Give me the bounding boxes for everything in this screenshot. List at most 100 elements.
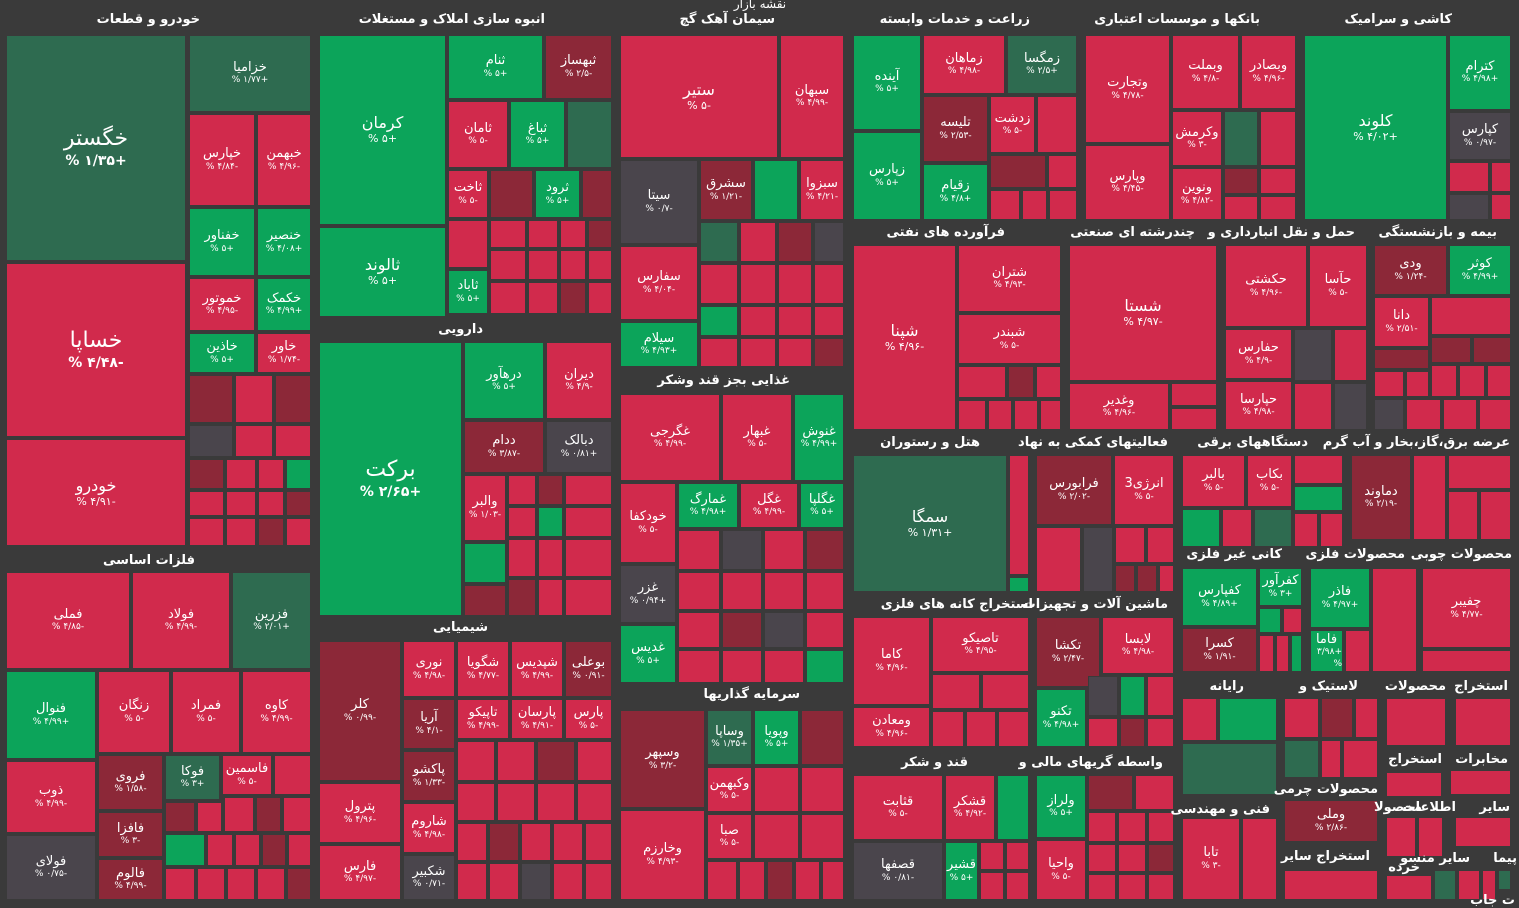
tile[interactable] bbox=[1171, 383, 1217, 406]
tile[interactable] bbox=[165, 868, 195, 900]
tile-سبهان[interactable]: سبهان -۴/۹۹ % bbox=[780, 35, 844, 158]
tile[interactable] bbox=[257, 868, 285, 900]
tile[interactable] bbox=[1088, 718, 1118, 747]
tile[interactable] bbox=[1049, 190, 1077, 220]
tile[interactable] bbox=[528, 250, 558, 280]
tile-قشیر[interactable]: قشیر +۵ % bbox=[945, 842, 978, 900]
tile-زماهان[interactable]: زماهان -۴/۹۸ % bbox=[923, 35, 1005, 94]
tile-شگویا[interactable]: شگویا -۴/۷۷ % bbox=[457, 641, 509, 697]
tile-شپدیس[interactable]: شپدیس -۴/۹۹ % bbox=[511, 641, 563, 697]
tile-کاما[interactable]: کاما -۴/۹۶ % bbox=[853, 617, 930, 705]
tile-تاصیکو[interactable]: تاصیکو -۴/۹۵ % bbox=[932, 617, 1029, 672]
tile[interactable] bbox=[801, 767, 844, 812]
tile[interactable] bbox=[740, 306, 776, 336]
tile[interactable] bbox=[1458, 870, 1480, 900]
tile[interactable] bbox=[528, 282, 558, 314]
tile[interactable] bbox=[560, 250, 586, 280]
tile-ثرود[interactable]: ثرود +۵ % bbox=[535, 170, 580, 218]
tile-شپنا[interactable]: شپنا -۴/۹۶ % bbox=[853, 245, 956, 430]
tile[interactable] bbox=[1276, 635, 1289, 672]
tile[interactable] bbox=[235, 375, 273, 423]
tile[interactable] bbox=[197, 802, 222, 832]
tile-فرابورس[interactable]: فرابورس -۲/۰۲ % bbox=[1036, 455, 1112, 525]
tile[interactable] bbox=[1219, 698, 1277, 741]
tile-والبر[interactable]: والبر -۱/۰۳ % bbox=[464, 475, 506, 541]
tile-ثالوند[interactable]: ثالوند +۵ % bbox=[319, 227, 446, 317]
tile[interactable] bbox=[988, 400, 1012, 430]
tile[interactable] bbox=[814, 264, 844, 304]
tile-کسرا[interactable]: کسرا -۱/۹۱ % bbox=[1182, 628, 1257, 672]
tile-ستیر[interactable]: ستیر -۵ % bbox=[620, 35, 778, 158]
tile[interactable] bbox=[764, 572, 804, 610]
tile[interactable] bbox=[1148, 812, 1174, 842]
tile[interactable] bbox=[754, 814, 799, 859]
tile[interactable] bbox=[1118, 812, 1146, 842]
tile[interactable] bbox=[1284, 698, 1319, 738]
tile[interactable] bbox=[1294, 383, 1332, 430]
tile[interactable] bbox=[1048, 155, 1077, 188]
tile[interactable] bbox=[1088, 812, 1116, 842]
tile[interactable] bbox=[1259, 635, 1274, 672]
tile[interactable] bbox=[1147, 527, 1174, 563]
tile-وبملت[interactable]: وبملت -۴/۸ % bbox=[1172, 35, 1239, 109]
tile[interactable] bbox=[538, 539, 563, 577]
tile-وکرمش[interactable]: وکرمش -۳ % bbox=[1172, 111, 1222, 166]
tile[interactable] bbox=[464, 585, 506, 616]
tile[interactable] bbox=[521, 823, 551, 861]
tile[interactable] bbox=[932, 711, 964, 747]
tile-فروی[interactable]: فروی -۱/۵۸ % bbox=[98, 755, 163, 810]
tile-وساپا[interactable]: وساپا +۱/۳۵ % bbox=[707, 710, 752, 765]
tile[interactable] bbox=[262, 834, 286, 866]
tile[interactable] bbox=[1260, 111, 1296, 166]
tile-وملی[interactable]: وملی -۲/۸۶ % bbox=[1284, 800, 1378, 842]
tile-ثاخت[interactable]: ثاخت -۵ % bbox=[448, 170, 488, 218]
tile[interactable] bbox=[1480, 491, 1511, 540]
tile-خکمک[interactable]: خکمک +۴/۹۹ % bbox=[257, 278, 311, 331]
tile[interactable] bbox=[288, 834, 311, 866]
tile-کترام[interactable]: کترام +۴/۹۸ % bbox=[1449, 35, 1511, 110]
tile-دبالک[interactable]: دبالک +۰/۸۱ % bbox=[546, 421, 612, 473]
tile-فنوال[interactable]: فنوال +۴/۹۹ % bbox=[6, 671, 96, 759]
tile[interactable] bbox=[1422, 650, 1511, 672]
tile-ثبهساز[interactable]: ثبهساز -۲/۵ % bbox=[545, 35, 612, 99]
tile-وپویا[interactable]: وپویا +۵ % bbox=[754, 710, 799, 765]
tile[interactable] bbox=[489, 823, 519, 861]
tile[interactable] bbox=[1448, 491, 1478, 540]
tile-پترول[interactable]: پترول -۴/۹۶ % bbox=[319, 783, 401, 843]
tile[interactable] bbox=[256, 797, 281, 832]
tile[interactable] bbox=[722, 572, 762, 610]
tile-حپارسا[interactable]: حپارسا -۴/۹۸ % bbox=[1225, 381, 1292, 430]
tile-کاوه[interactable]: کاوه -۴/۹۹ % bbox=[242, 671, 311, 753]
tile-وپارس[interactable]: وپارس -۴/۴۵ % bbox=[1085, 145, 1170, 220]
tile-قصفها[interactable]: قصفها -۰/۸۱ % bbox=[853, 842, 943, 900]
tile-تکشا[interactable]: تکشا -۲/۴۷ % bbox=[1036, 617, 1100, 687]
tile[interactable] bbox=[740, 264, 776, 304]
tile-ثاباد[interactable]: ثاباد +۵ % bbox=[448, 270, 488, 314]
tile-ودی[interactable]: ودی -۱/۲۴ % bbox=[1374, 245, 1447, 295]
tile[interactable] bbox=[700, 338, 738, 367]
tile[interactable] bbox=[1006, 872, 1029, 900]
tile[interactable] bbox=[806, 612, 844, 648]
tile[interactable] bbox=[1343, 740, 1378, 778]
tile[interactable] bbox=[997, 775, 1029, 840]
tile[interactable] bbox=[764, 650, 804, 683]
tile[interactable] bbox=[553, 863, 583, 900]
tile[interactable] bbox=[528, 220, 558, 248]
tile-غدیس[interactable]: غدیس +۵ % bbox=[620, 625, 676, 683]
tile[interactable] bbox=[189, 518, 224, 546]
tile[interactable] bbox=[1008, 366, 1034, 398]
tile-بالبر[interactable]: بالبر -۵ % bbox=[1182, 455, 1245, 507]
tile-ددام[interactable]: ددام -۳/۸۷ % bbox=[464, 421, 544, 473]
tile-وغدیر[interactable]: وغدیر -۴/۹۶ % bbox=[1069, 383, 1169, 430]
tile[interactable] bbox=[700, 306, 738, 336]
tile[interactable] bbox=[1014, 400, 1038, 430]
tile[interactable] bbox=[980, 842, 1004, 870]
tile[interactable] bbox=[508, 579, 536, 616]
tile[interactable] bbox=[814, 306, 844, 336]
tile[interactable] bbox=[1171, 408, 1217, 430]
tile[interactable] bbox=[588, 282, 612, 314]
tile[interactable] bbox=[1374, 349, 1429, 369]
tile[interactable] bbox=[1036, 366, 1061, 398]
tile[interactable] bbox=[235, 834, 260, 866]
tile-شاروم[interactable]: شاروم -۴/۹۸ % bbox=[403, 803, 455, 853]
